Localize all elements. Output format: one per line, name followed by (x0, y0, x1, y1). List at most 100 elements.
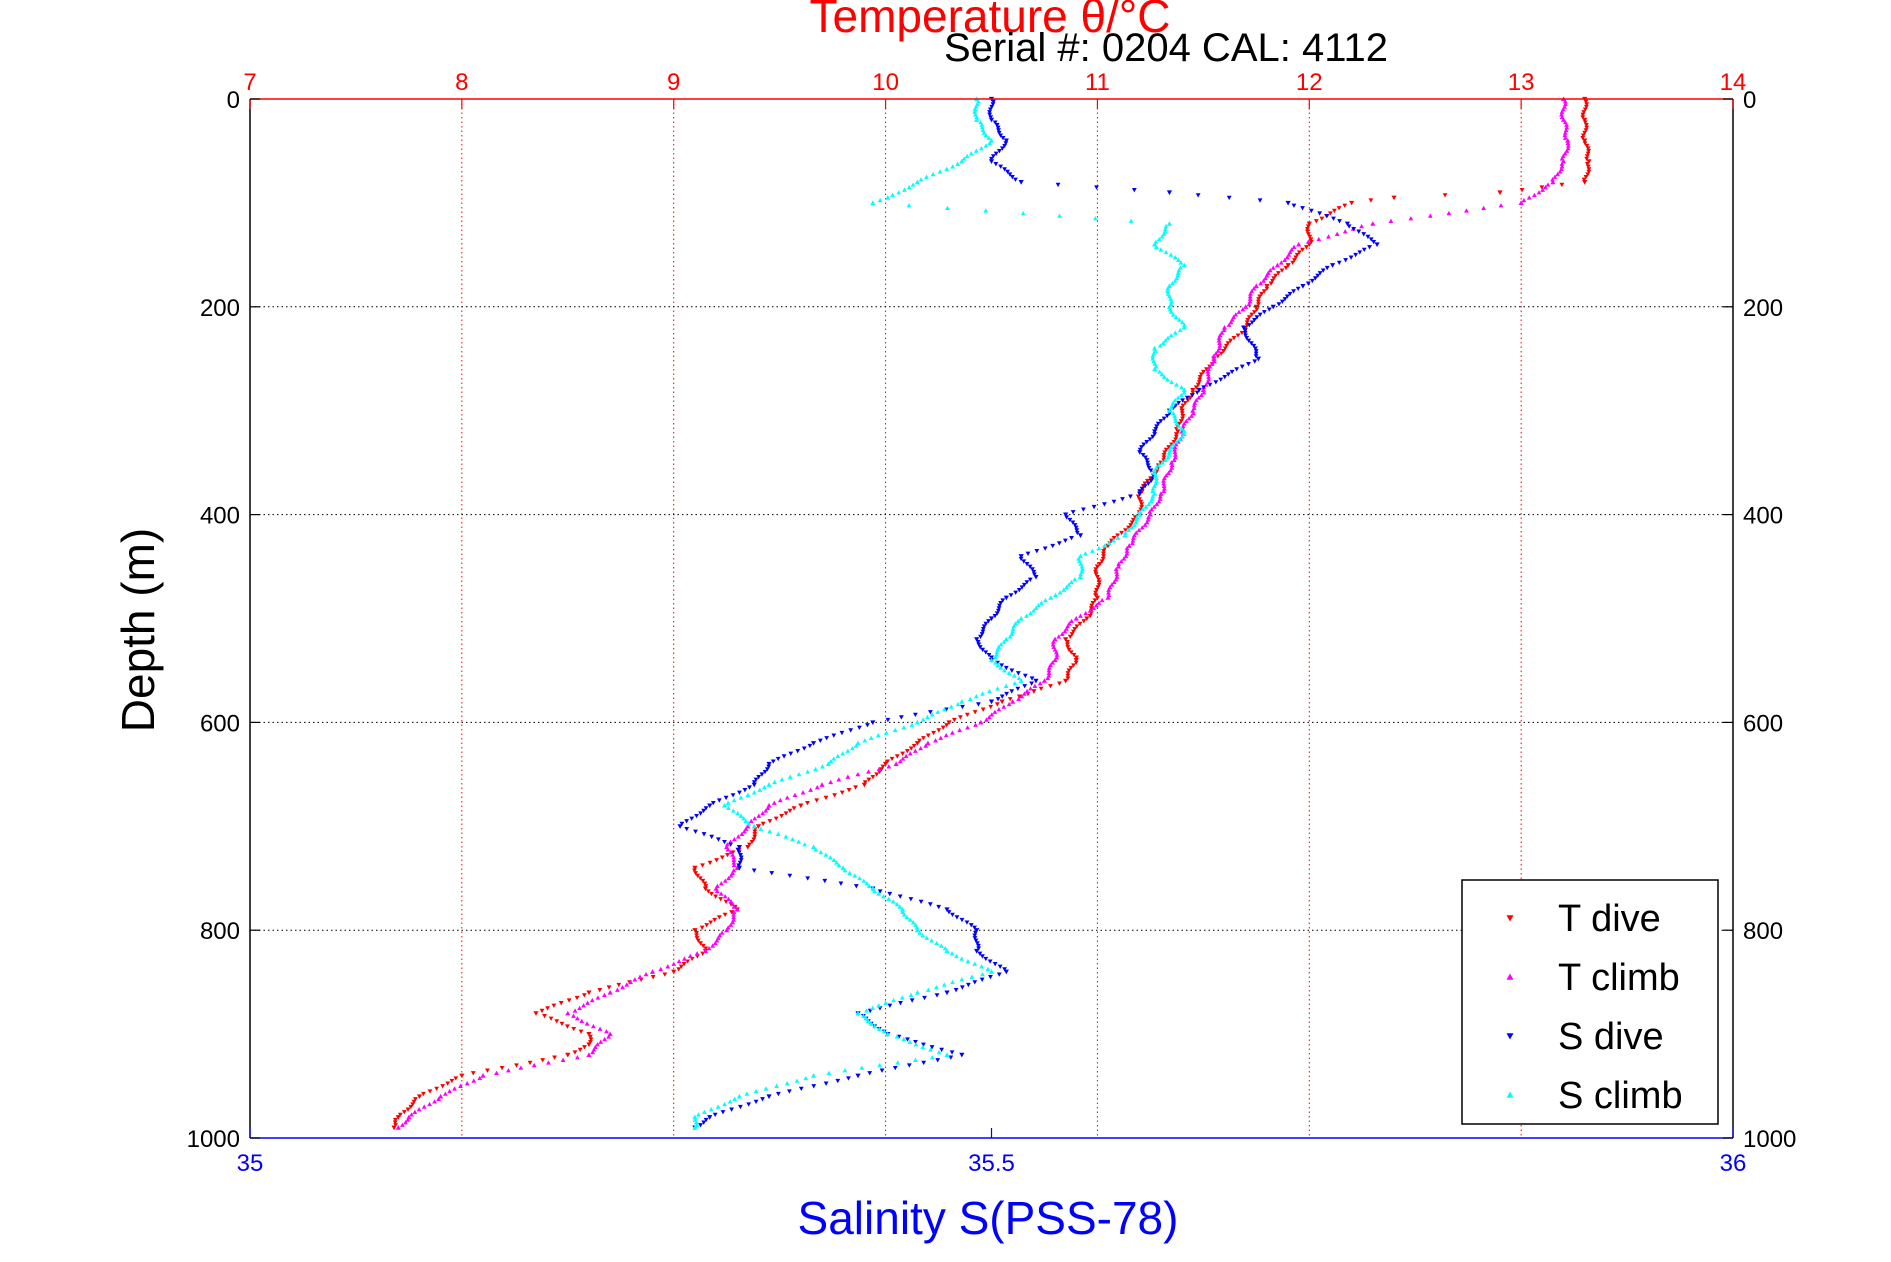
data-point (877, 889, 883, 894)
data-point (1102, 502, 1107, 507)
data-point (416, 1094, 423, 1100)
data-point (1010, 629, 1015, 634)
data-point (1196, 395, 1202, 400)
data-point (1029, 676, 1035, 681)
data-point (1180, 434, 1185, 439)
data-point (1145, 463, 1151, 468)
data-point (671, 961, 677, 966)
data-point (1300, 283, 1306, 289)
data-point (993, 162, 999, 167)
data-point (1176, 423, 1182, 429)
data-point (1174, 275, 1180, 281)
data-point (1308, 237, 1314, 242)
data-point (989, 156, 994, 162)
data-point (746, 1102, 752, 1107)
data-point (712, 917, 718, 923)
data-point (976, 702, 981, 707)
data-point (1096, 582, 1102, 588)
data-point (1077, 533, 1084, 538)
data-point (728, 922, 734, 927)
data-point (679, 821, 685, 827)
data-point (1124, 545, 1130, 551)
data-point (981, 624, 987, 629)
data-point (828, 758, 834, 764)
data-point (1305, 281, 1311, 286)
data-point (1002, 967, 1007, 972)
data-point (736, 1093, 742, 1099)
data-point (708, 920, 714, 925)
data-point (577, 1005, 583, 1011)
data-point (590, 1023, 596, 1029)
data-point (972, 936, 978, 941)
data-point (1077, 553, 1084, 559)
data-point (995, 697, 1001, 702)
data-point (409, 1112, 414, 1117)
data-point (1583, 99, 1589, 104)
data-point (722, 839, 727, 845)
data-point (1163, 249, 1169, 255)
data-point (1072, 523, 1078, 528)
data-point (1015, 686, 1021, 692)
data-point (820, 764, 825, 769)
data-point (989, 104, 995, 110)
data-point (1140, 452, 1146, 458)
data-point (1253, 283, 1259, 289)
data-point (1154, 478, 1159, 483)
data-point (831, 756, 837, 761)
data-point (1294, 252, 1300, 258)
data-point (950, 912, 955, 918)
data-point (1094, 564, 1101, 570)
data-point (1161, 481, 1166, 486)
data-point (938, 943, 944, 948)
data-point (722, 912, 728, 918)
data-point (577, 1047, 583, 1053)
data-point (1254, 307, 1260, 312)
data-point (900, 909, 906, 914)
data-point (539, 1008, 545, 1014)
data-point (968, 923, 974, 928)
data-point (1007, 697, 1013, 702)
data-point (737, 860, 743, 866)
data-point (1286, 252, 1292, 257)
data-point (929, 1045, 935, 1050)
data-point (392, 1120, 398, 1125)
data-point (400, 1122, 405, 1127)
data-point (436, 1096, 442, 1101)
data-point (995, 647, 1000, 652)
data-point (846, 1076, 851, 1081)
data-point (1219, 330, 1225, 335)
data-point (1150, 353, 1156, 359)
data-point (1080, 566, 1085, 572)
data-point (1179, 406, 1185, 411)
data-point (1261, 310, 1267, 315)
data-point (954, 953, 959, 959)
data-point (1446, 210, 1452, 216)
data-point (974, 948, 980, 954)
data-point (416, 1107, 422, 1112)
data-point (707, 860, 713, 866)
data-point (1151, 504, 1157, 509)
data-point (831, 857, 837, 862)
data-point (732, 1096, 738, 1101)
data-point (1565, 140, 1571, 146)
data-point (1334, 231, 1340, 236)
data-point (1111, 536, 1117, 541)
data-point (1295, 286, 1301, 292)
data-point (1126, 543, 1132, 548)
data-point (598, 1039, 604, 1044)
data-point (1061, 587, 1067, 592)
data-point (558, 1001, 564, 1006)
data-point (1065, 676, 1071, 681)
data-point (531, 1062, 537, 1068)
data-point (1172, 255, 1178, 260)
data-point (727, 1099, 733, 1104)
data-point (624, 982, 630, 987)
data-point (1065, 671, 1071, 676)
data-point (832, 793, 837, 798)
data-point (1123, 528, 1128, 533)
data-point (1067, 634, 1073, 640)
data-point (1225, 341, 1231, 346)
data-point (900, 756, 906, 761)
data-point (730, 808, 736, 813)
data-point (1161, 488, 1167, 494)
